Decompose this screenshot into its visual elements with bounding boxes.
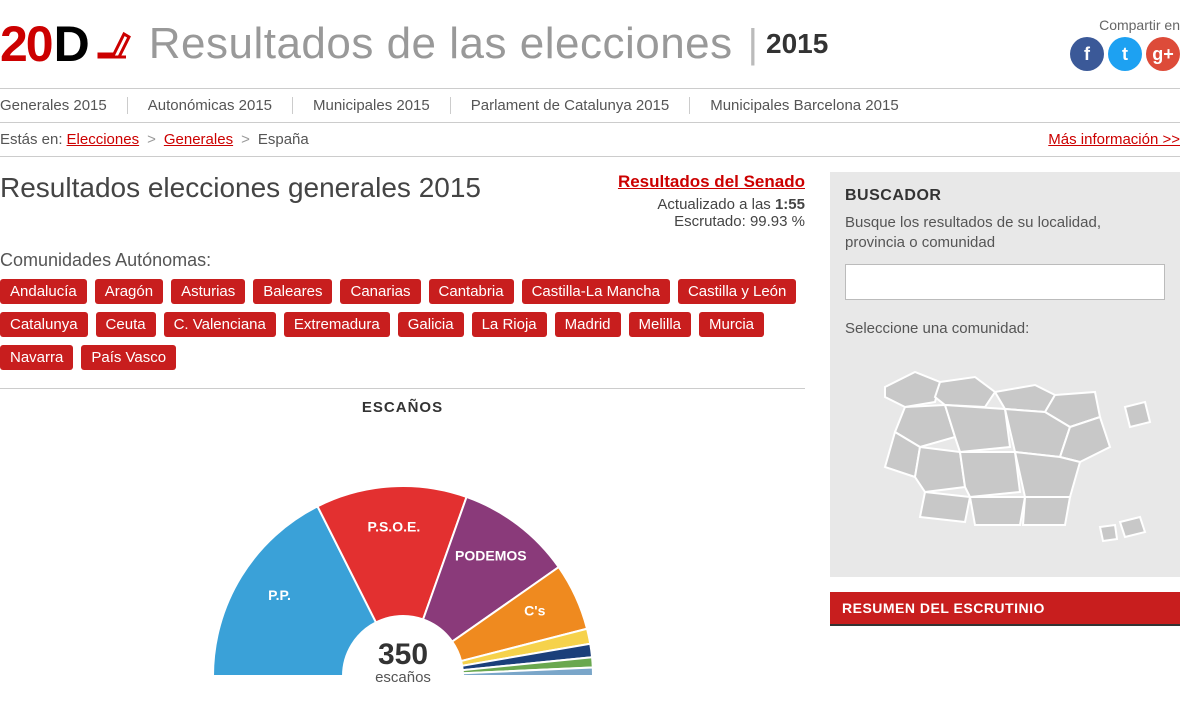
comunidad-chip[interactable]: Navarra xyxy=(0,345,73,370)
comunidad-chip[interactable]: Melilla xyxy=(629,312,692,337)
comunidad-chip[interactable]: Andalucía xyxy=(0,279,87,304)
breadcrumb: Estás en: Elecciones>Generales> España M… xyxy=(0,123,1180,157)
map-region[interactable] xyxy=(1120,517,1145,537)
breadcrumb-link[interactable]: Elecciones xyxy=(67,131,140,148)
map-region[interactable] xyxy=(935,377,995,407)
resumen-escrutinio-header: RESUMEN DEL ESCRUTINIO xyxy=(830,592,1180,626)
comunidad-chip[interactable]: País Vasco xyxy=(81,345,176,370)
share-icons: ftg+ xyxy=(1070,37,1180,71)
title-separator: | xyxy=(748,22,758,67)
ballot-icon xyxy=(94,24,134,64)
map-region[interactable] xyxy=(970,497,1025,525)
comunidad-chip[interactable]: Castilla-La Mancha xyxy=(522,279,670,304)
comunidad-chip[interactable]: Madrid xyxy=(555,312,621,337)
map-region[interactable] xyxy=(1125,402,1150,427)
comunidades-label: Comunidades Autónomas: xyxy=(0,250,805,271)
comunidad-chip[interactable]: Catalunya xyxy=(0,312,88,337)
slice-label: P.S.O.E. xyxy=(367,518,420,534)
nav-item[interactable]: Generales 2015 xyxy=(0,97,128,114)
counted-line: Escrutado: 99.93 % xyxy=(618,213,805,230)
senate-link[interactable]: Resultados del Senado xyxy=(618,172,805,192)
logo-suffix: D xyxy=(54,15,90,73)
breadcrumb-prefix: Estás en: xyxy=(0,131,63,148)
share-block: Compartir en ftg+ xyxy=(1070,17,1180,71)
semicircle-chart: P.P. P.S.O.E. PODEMOS C's 350escaños xyxy=(123,416,683,706)
comunidad-chip[interactable]: Castilla y León xyxy=(678,279,796,304)
comunidad-chip[interactable]: C. Valenciana xyxy=(164,312,276,337)
comunidad-chip[interactable]: La Rioja xyxy=(472,312,547,337)
results-title: Resultados elecciones generales 2015 xyxy=(0,172,481,204)
comunidad-chip[interactable]: Aragón xyxy=(95,279,163,304)
map-region[interactable] xyxy=(1023,497,1070,525)
slice-label: P.P. xyxy=(268,587,291,603)
comunidad-chip[interactable]: Extremadura xyxy=(284,312,390,337)
map-region[interactable] xyxy=(945,405,1010,452)
google-plus-icon[interactable]: g+ xyxy=(1146,37,1180,71)
slice-label: C's xyxy=(524,602,545,618)
buscador-desc: Busque los resultados de su localidad, p… xyxy=(845,213,1165,252)
updated-line: Actualizado a las 1:55 xyxy=(618,196,805,213)
comunidad-chip[interactable]: Ceuta xyxy=(96,312,156,337)
map-region[interactable] xyxy=(960,452,1020,497)
comunidad-chip[interactable]: Asturias xyxy=(171,279,245,304)
breadcrumb-link[interactable]: Generales xyxy=(164,131,233,148)
slice-label: PODEMOS xyxy=(455,548,527,564)
map-region[interactable] xyxy=(1100,525,1117,541)
search-input[interactable] xyxy=(845,264,1165,300)
logo-prefix: 20 xyxy=(0,15,52,73)
breadcrumb-current: España xyxy=(258,131,309,148)
buscador-title: BUSCADOR xyxy=(845,187,1165,205)
page-header: 20 D Resultados de las elecciones | 2015… xyxy=(0,10,1180,88)
nav-item[interactable]: Autonómicas 2015 xyxy=(128,97,293,114)
nav-item[interactable]: Municipales 2015 xyxy=(293,97,451,114)
nav-item[interactable]: Parlament de Catalunya 2015 xyxy=(451,97,690,114)
spain-map[interactable] xyxy=(845,347,1165,557)
comunidad-chip[interactable]: Murcia xyxy=(699,312,764,337)
main-nav: Generales 2015Autonómicas 2015Municipale… xyxy=(0,88,1180,123)
logo-20d: 20 D xyxy=(0,15,134,73)
map-region[interactable] xyxy=(920,492,970,522)
map-region[interactable] xyxy=(885,372,940,407)
nav-item[interactable]: Municipales Barcelona 2015 xyxy=(690,97,918,114)
comunidades-chips: Andalucía Aragón Asturias Baleares Canarias C… xyxy=(0,279,805,370)
comunidad-chip[interactable]: Baleares xyxy=(253,279,332,304)
page-year: 2015 xyxy=(766,28,828,60)
map-region[interactable] xyxy=(1015,452,1080,497)
comunidad-chip[interactable]: Galicia xyxy=(398,312,464,337)
facebook-icon[interactable]: f xyxy=(1070,37,1104,71)
seats-chart: ESCAÑOS P.P. P.S.O.E. PODEMOS C's 350escaños xyxy=(0,399,805,719)
page-title: Resultados de las elecciones xyxy=(149,19,733,69)
select-comunidad-label: Seleccione una comunidad: xyxy=(845,320,1165,337)
more-info-link[interactable]: Más información >> xyxy=(1048,131,1180,148)
chart-title: ESCAÑOS xyxy=(0,399,805,416)
chart-total-label: escaños xyxy=(375,669,431,686)
buscador-panel: BUSCADOR Busque los resultados de su loc… xyxy=(830,172,1180,577)
twitter-icon[interactable]: t xyxy=(1108,37,1142,71)
comunidad-chip[interactable]: Cantabria xyxy=(429,279,514,304)
chart-total-seats: 350 xyxy=(377,638,427,671)
comunidad-chip[interactable]: Canarias xyxy=(340,279,420,304)
share-label: Compartir en xyxy=(1070,17,1180,33)
map-region[interactable] xyxy=(915,447,965,492)
